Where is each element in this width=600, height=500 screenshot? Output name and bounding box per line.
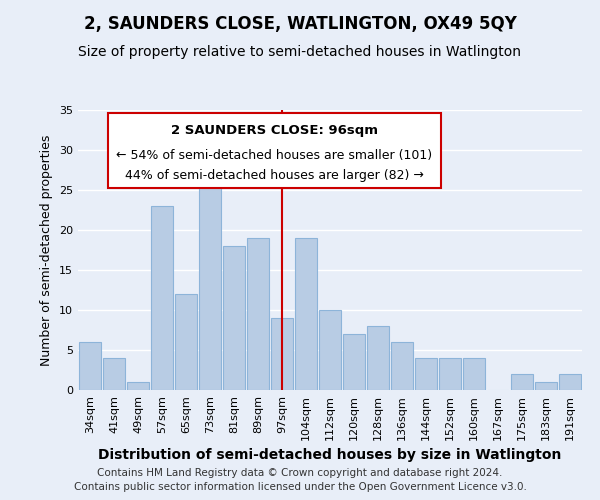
Bar [151, 206, 173, 390]
Bar [391, 342, 413, 390]
Bar [295, 238, 317, 390]
Bar [127, 382, 149, 390]
Bar [79, 342, 101, 390]
Bar [439, 358, 461, 390]
Text: Contains HM Land Registry data © Crown copyright and database right 2024.: Contains HM Land Registry data © Crown c… [97, 468, 503, 477]
Bar [271, 318, 293, 390]
Bar [511, 374, 533, 390]
Bar [343, 334, 365, 390]
Text: 44% of semi-detached houses are larger (82) →: 44% of semi-detached houses are larger (… [125, 169, 424, 182]
Bar [319, 310, 341, 390]
Bar [103, 358, 125, 390]
Bar [247, 238, 269, 390]
Bar [175, 294, 197, 390]
Bar [559, 374, 581, 390]
FancyBboxPatch shape [108, 113, 441, 188]
Bar [223, 246, 245, 390]
Bar [463, 358, 485, 390]
Text: Contains public sector information licensed under the Open Government Licence v3: Contains public sector information licen… [74, 482, 526, 492]
Text: 2 SAUNDERS CLOSE: 96sqm: 2 SAUNDERS CLOSE: 96sqm [171, 124, 378, 137]
Text: Size of property relative to semi-detached houses in Watlington: Size of property relative to semi-detach… [79, 45, 521, 59]
Bar [415, 358, 437, 390]
Text: 2, SAUNDERS CLOSE, WATLINGTON, OX49 5QY: 2, SAUNDERS CLOSE, WATLINGTON, OX49 5QY [83, 15, 517, 33]
Bar [535, 382, 557, 390]
X-axis label: Distribution of semi-detached houses by size in Watlington: Distribution of semi-detached houses by … [98, 448, 562, 462]
Y-axis label: Number of semi-detached properties: Number of semi-detached properties [40, 134, 53, 366]
Bar [199, 174, 221, 390]
Text: ← 54% of semi-detached houses are smaller (101): ← 54% of semi-detached houses are smalle… [116, 149, 433, 162]
Bar [367, 326, 389, 390]
